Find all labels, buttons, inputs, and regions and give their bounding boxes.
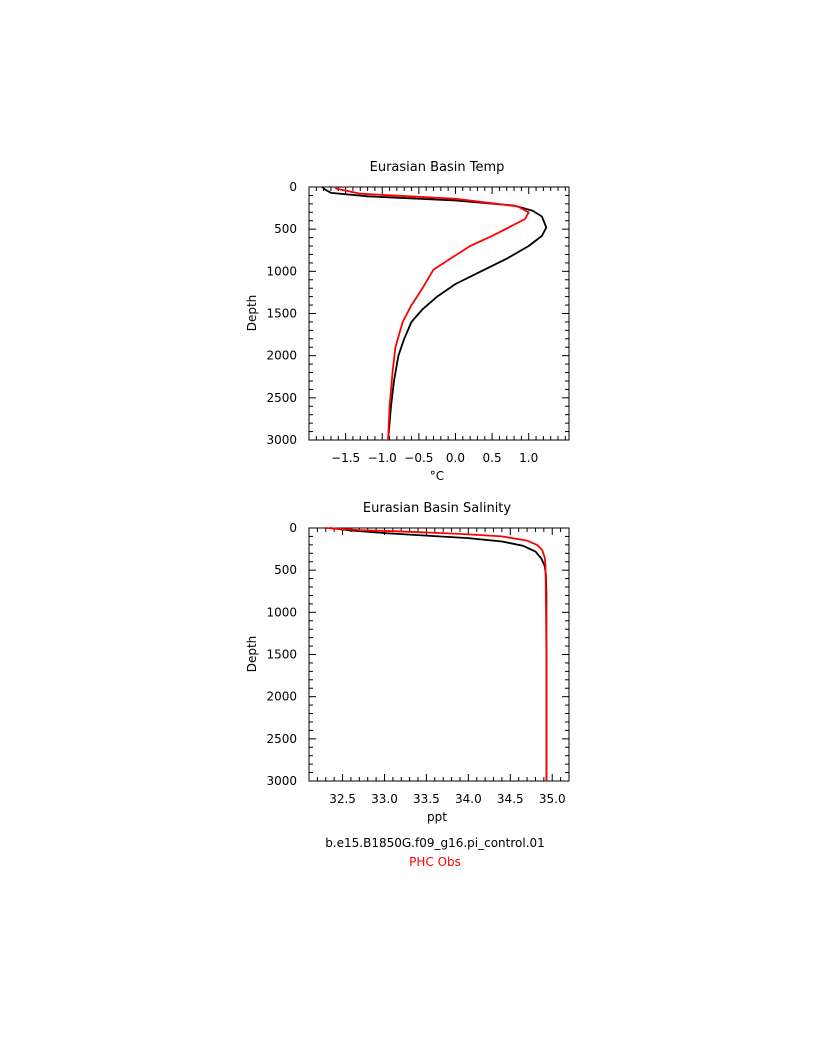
- salinity-model-series-line: [329, 527, 548, 781]
- salinity-plot-frame: [308, 527, 570, 782]
- temp-x-tick-label: −0.5: [404, 451, 433, 465]
- temp-x-tick-label: −1.5: [331, 451, 360, 465]
- temp-x-tick-label: −1.0: [368, 451, 397, 465]
- temp-y-tick-label: 500: [274, 222, 297, 236]
- legend-observations: PHC Obs: [0, 855, 818, 869]
- salinity-x-tick-label: 34.0: [455, 792, 482, 806]
- salinity-x-tick-label: 33.0: [371, 792, 398, 806]
- salinity-y-axis-label: Depth: [245, 636, 259, 673]
- salinity-y-tick-label: 3000: [266, 774, 297, 788]
- salinity-obs-series-line: [325, 527, 548, 781]
- temp-y-axis-label: Depth: [245, 295, 259, 332]
- temp-y-tick-label: 1500: [266, 307, 297, 321]
- salinity-x-axis-label: ppt: [427, 810, 447, 824]
- salinity-x-tick-label: 33.5: [413, 792, 440, 806]
- salinity-x-tick-label: 34.5: [497, 792, 524, 806]
- temp-x-tick-label: 0.0: [446, 451, 465, 465]
- temp-x-axis-label: °C: [430, 469, 444, 483]
- temp-y-tick-label: 2500: [266, 391, 297, 405]
- temp-y-tick-label: 2000: [266, 349, 297, 363]
- temp-model-series-line: [321, 186, 548, 441]
- salinity-y-tick-label: 1000: [266, 605, 297, 619]
- salinity-panel: Eurasian Basin Salinity Depth ppt 0 500 10…: [245, 501, 570, 824]
- salinity-y-tick-label: 500: [274, 563, 297, 577]
- salinity-chart-title: Eurasian Basin Salinity: [363, 501, 512, 516]
- temp-chart-title: Eurasian Basin Temp: [370, 160, 505, 175]
- temp-y-tick-label: 1000: [266, 264, 297, 278]
- temp-x-tick-label: 0.5: [483, 451, 502, 465]
- temp-panel: Eurasian Basin Temp Depth °C 0 500 1000 150…: [245, 160, 570, 483]
- salinity-y-tick-label: 2500: [266, 732, 297, 746]
- legend-model-run: b.e15.B1850G.f09_g16.pi_control.01: [0, 836, 818, 850]
- salinity-y-tick-label: 1500: [266, 648, 297, 662]
- temp-x-tick-label: 1.0: [519, 451, 538, 465]
- legend-model-label: b.e15.B1850G.f09_g16.pi_control.01: [325, 836, 545, 850]
- temp-y-tick-label: 3000: [266, 433, 297, 447]
- temp-y-tick-label: 0: [289, 180, 297, 194]
- legend-obs-label: PHC Obs: [409, 855, 461, 869]
- salinity-x-tick-label: 32.5: [329, 792, 356, 806]
- salinity-y-tick-label: 2000: [266, 690, 297, 704]
- salinity-x-tick-label: 35.0: [539, 792, 566, 806]
- salinity-y-tick-label: 0: [289, 521, 297, 535]
- temp-obs-series-line: [334, 186, 530, 441]
- temp-plot-frame: [308, 186, 570, 441]
